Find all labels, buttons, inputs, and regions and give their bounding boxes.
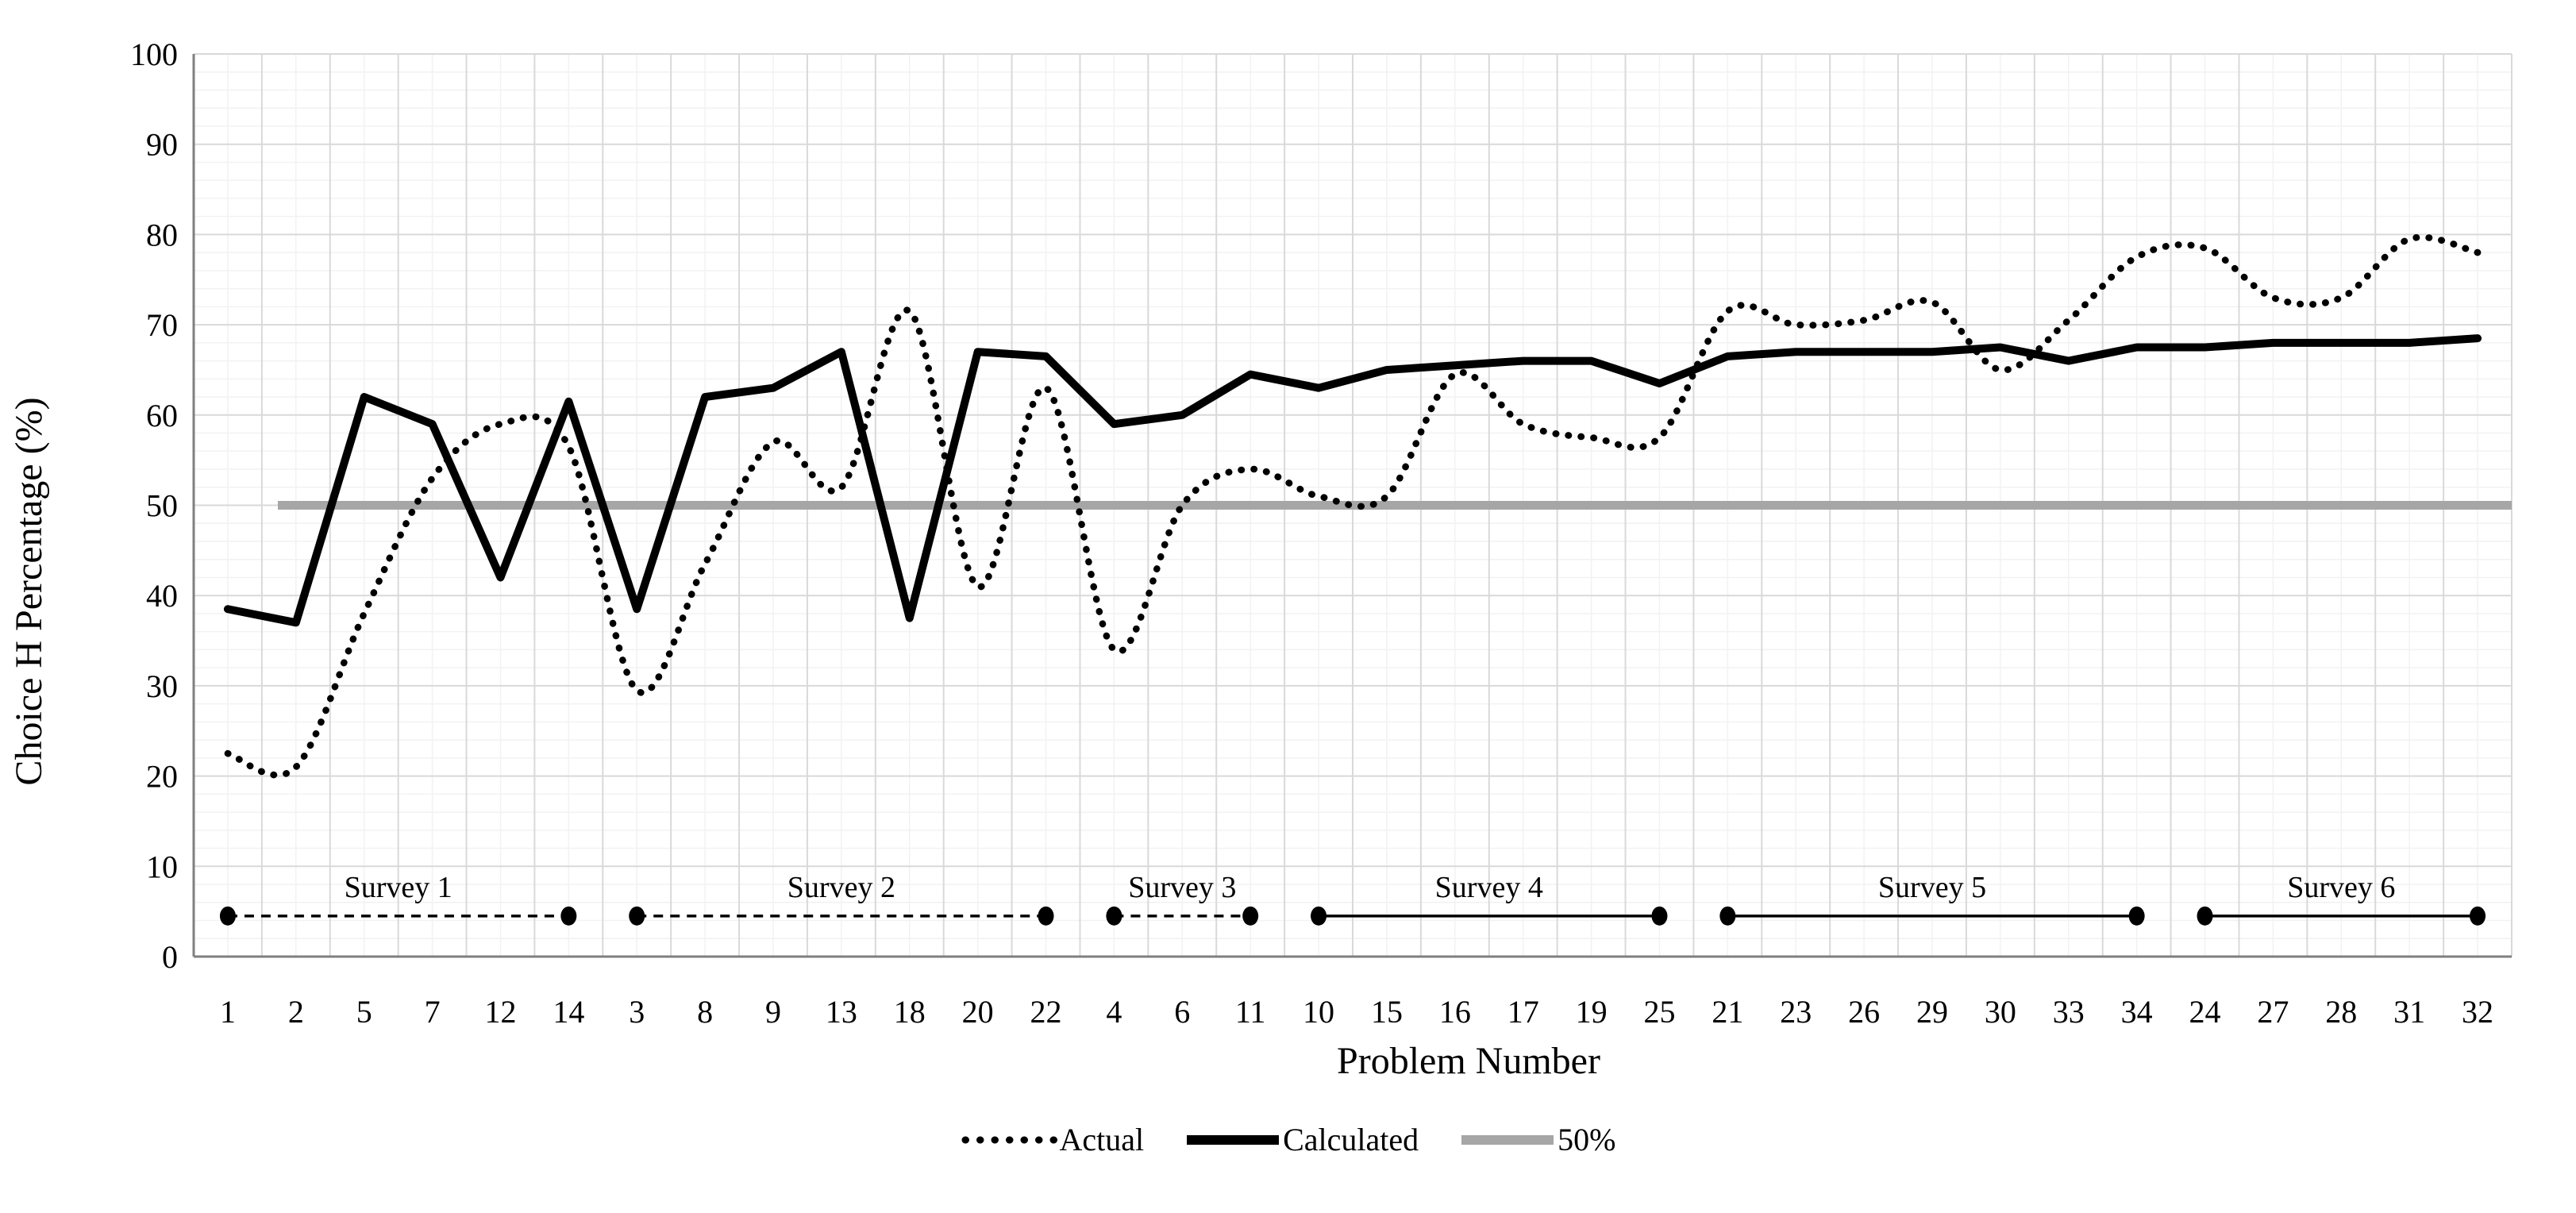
x-tick-label: 34 [2121, 994, 2153, 1030]
y-tick-label: 40 [146, 578, 178, 614]
legend-item-actual: Actual [961, 1121, 1145, 1158]
x-tick-label: 13 [826, 994, 857, 1030]
x-tick-label: 3 [629, 994, 645, 1030]
survey-end-marker [1651, 906, 1668, 926]
survey-start-marker [2197, 906, 2213, 926]
survey-start-marker [219, 906, 236, 926]
x-tick-label: 6 [1174, 994, 1190, 1030]
x-tick-label: 28 [2325, 994, 2357, 1030]
survey-label: Survey 2 [787, 871, 895, 904]
x-tick-label: 26 [1848, 994, 1880, 1030]
solid-line-swatch-icon [1187, 1134, 1280, 1145]
y-tick-label: 50 [146, 488, 178, 524]
actual-dotted-line [224, 233, 2482, 779]
x-tick-label: 17 [1507, 994, 1539, 1030]
legend-label-calculated: Calculated [1283, 1122, 1419, 1157]
survey-label: Survey 5 [1878, 871, 1986, 904]
x-tick-label: 31 [2393, 994, 2425, 1030]
x-tick-label: 11 [1235, 994, 1266, 1030]
x-tick-label: 22 [1030, 994, 1062, 1030]
x-tick-label: 20 [962, 994, 994, 1030]
x-tick-label: 23 [1780, 994, 1812, 1030]
y-tick-label: 20 [146, 759, 178, 795]
x-tick-label: 8 [697, 994, 713, 1030]
gridlines [194, 53, 2512, 957]
survey-end-marker [1038, 906, 1054, 926]
legend-label-actual: Actual [1059, 1122, 1145, 1157]
x-tick-label: 7 [425, 994, 441, 1030]
x-axis-tick-labels: 1 2 5 7 12 14 3 8 9 13 18 20 22 4 6 11 10 15 16 17 19 25 21 23 2… [220, 994, 2493, 1030]
legend: Actual Calculated 50% [0, 1121, 2576, 1158]
x-tick-label: 9 [765, 994, 781, 1030]
x-tick-label: 24 [2189, 994, 2221, 1030]
survey-label: Survey 1 [345, 871, 452, 904]
y-tick-label: 100 [130, 37, 178, 72]
survey-end-marker [2470, 906, 2486, 926]
legend-item-calculated: Calculated [1185, 1121, 1419, 1158]
y-tick-label: 0 [162, 939, 178, 975]
survey-end-marker [2128, 906, 2145, 926]
dotted-line-swatch-icon [961, 1136, 1057, 1143]
y-tick-label: 60 [146, 398, 178, 433]
x-tick-label: 16 [1439, 994, 1471, 1030]
x-tick-label: 14 [553, 994, 584, 1030]
x-tick-label: 27 [2257, 994, 2289, 1030]
axes [192, 54, 2512, 958]
x-tick-label: 25 [1643, 994, 1675, 1030]
legend-item-50pct: 50% [1460, 1121, 1616, 1158]
survey-annotations: Survey 1 Survey 2 Survey 3 Survey 4 Survey 5… [219, 871, 2486, 926]
gray-line-swatch-icon [1461, 1134, 1554, 1145]
legend-label-50pct: 50% [1558, 1122, 1616, 1157]
y-tick-label: 30 [146, 668, 178, 704]
survey-start-marker [1719, 906, 1736, 926]
x-tick-label: 21 [1712, 994, 1743, 1030]
x-tick-label: 2 [288, 994, 304, 1030]
x-tick-label: 12 [484, 994, 516, 1030]
survey-start-marker [629, 906, 645, 926]
series-lines [223, 233, 2512, 779]
x-tick-label: 33 [2053, 994, 2085, 1030]
survey-start-marker [1106, 906, 1122, 926]
calculated-line [223, 334, 2482, 627]
survey-label: Survey 3 [1128, 871, 1236, 904]
x-tick-label: 10 [1303, 994, 1334, 1030]
x-tick-label: 32 [2462, 994, 2493, 1030]
x-tick-label: 29 [1916, 994, 1948, 1030]
x-tick-label: 30 [1985, 994, 2016, 1030]
x-tick-label: 15 [1371, 994, 1403, 1030]
y-tick-label: 90 [146, 127, 178, 163]
y-tick-label: 10 [146, 849, 178, 884]
x-tick-label: 1 [220, 994, 236, 1030]
survey-end-marker [1242, 906, 1259, 926]
survey-end-marker [560, 906, 577, 926]
x-tick-label: 18 [894, 994, 926, 1030]
x-tick-label: 5 [356, 994, 372, 1030]
y-tick-label: 80 [146, 217, 178, 252]
y-axis-tick-labels: 0 10 20 30 40 50 60 70 80 90 100 [130, 37, 178, 975]
x-tick-label: 4 [1106, 994, 1122, 1030]
survey-start-marker [1311, 906, 1327, 926]
survey-label: Survey 4 [1435, 871, 1543, 904]
x-axis-title: Problem Number [1337, 1040, 1600, 1082]
y-axis-title: Choice H Percentage (%) [8, 397, 50, 785]
survey-label: Survey 6 [2287, 871, 2395, 904]
y-tick-label: 70 [146, 307, 178, 343]
x-tick-label: 19 [1576, 994, 1608, 1030]
